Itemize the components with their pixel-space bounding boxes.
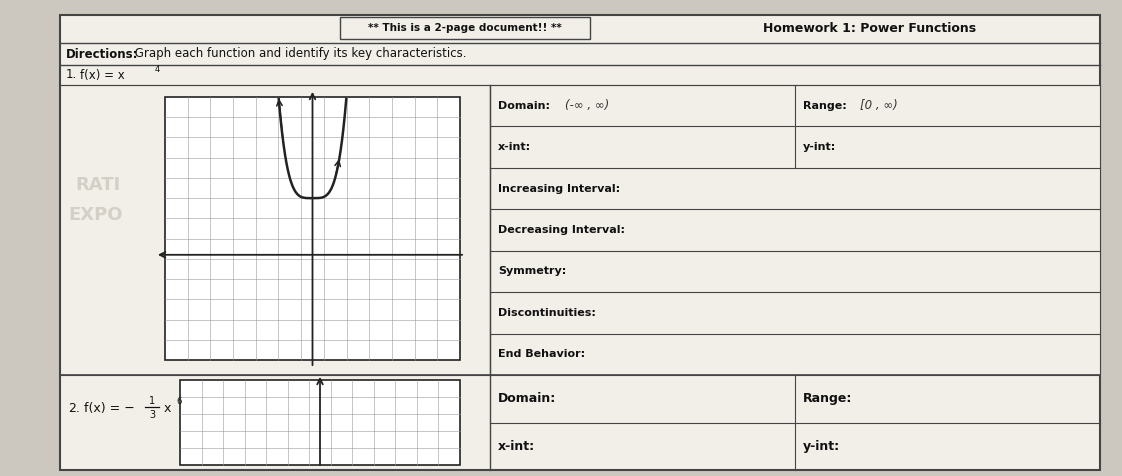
Bar bbox=[180, 380, 460, 465]
Bar bbox=[59, 85, 490, 375]
Text: End Behavior:: End Behavior: bbox=[498, 349, 586, 359]
Text: Range:: Range: bbox=[803, 392, 853, 405]
Text: Decreasing Interval:: Decreasing Interval: bbox=[498, 225, 625, 235]
Text: Range:: Range: bbox=[803, 101, 847, 111]
Text: 1: 1 bbox=[149, 396, 155, 406]
Text: f(x) = x: f(x) = x bbox=[80, 69, 125, 81]
Text: Homework 1: Power Functions: Homework 1: Power Functions bbox=[763, 22, 976, 36]
Text: 6: 6 bbox=[176, 397, 182, 406]
Text: x-int:: x-int: bbox=[498, 440, 535, 453]
Text: Domain:: Domain: bbox=[498, 392, 557, 405]
Text: 3: 3 bbox=[149, 410, 155, 420]
Text: 1.: 1. bbox=[66, 69, 77, 81]
Text: x-int:: x-int: bbox=[498, 142, 531, 152]
Text: Directions:: Directions: bbox=[66, 48, 138, 60]
Text: Symmetry:: Symmetry: bbox=[498, 267, 567, 277]
Text: y-int:: y-int: bbox=[803, 440, 840, 453]
Text: Increasing Interval:: Increasing Interval: bbox=[498, 184, 620, 194]
Text: y-int:: y-int: bbox=[803, 142, 836, 152]
Text: Discontinuities:: Discontinuities: bbox=[498, 308, 596, 318]
Bar bbox=[490, 85, 1100, 375]
Text: x: x bbox=[164, 402, 172, 415]
Text: [0 , ∞): [0 , ∞) bbox=[859, 99, 898, 112]
Text: Domain:: Domain: bbox=[498, 101, 550, 111]
Text: ** This is a 2-page document!! **: ** This is a 2-page document!! ** bbox=[368, 23, 562, 33]
Text: Graph each function and identify its key characteristics.: Graph each function and identify its key… bbox=[131, 48, 467, 60]
Text: RATI: RATI bbox=[75, 176, 120, 194]
Text: 4: 4 bbox=[155, 66, 160, 75]
Text: (-∞ , ∞): (-∞ , ∞) bbox=[565, 99, 609, 112]
Bar bbox=[165, 97, 460, 360]
Bar bbox=[340, 17, 590, 39]
Text: f(x) = −: f(x) = − bbox=[84, 402, 135, 415]
Text: 2.: 2. bbox=[68, 402, 80, 415]
Text: EXPO: EXPO bbox=[68, 206, 122, 224]
